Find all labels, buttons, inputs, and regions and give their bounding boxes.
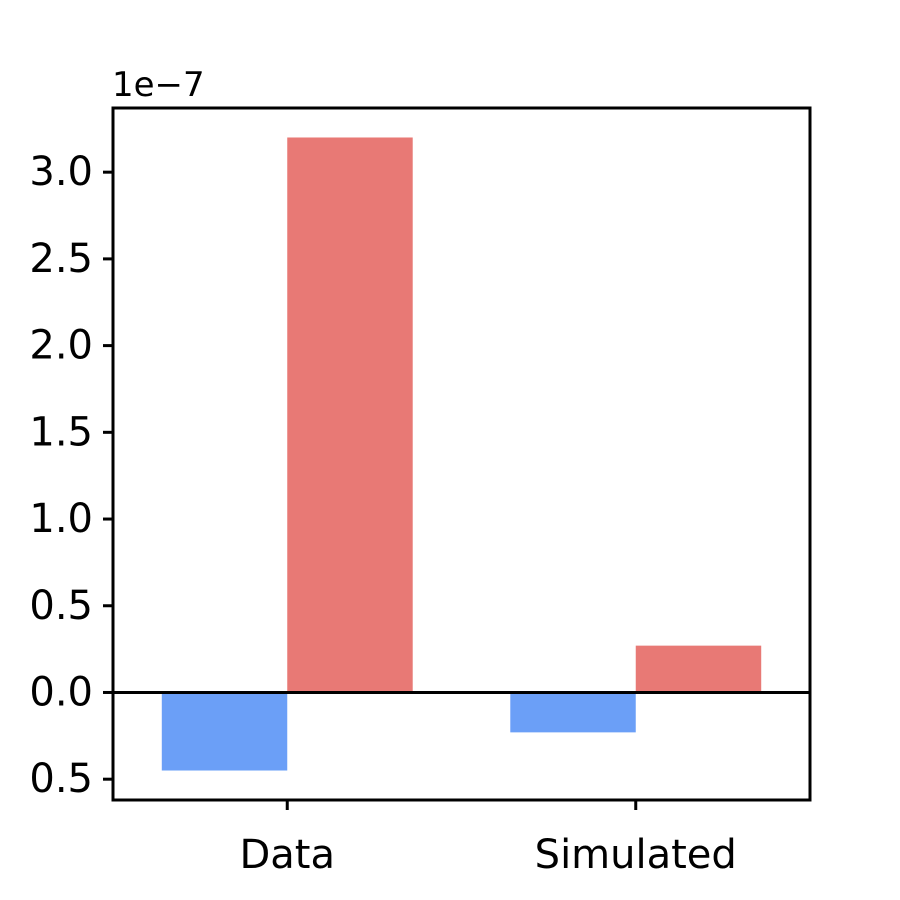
y-tick-label: 0.5 — [29, 756, 93, 802]
ticks-layer: 0.5 0.0 0.5 1.0 1.5 2.0 2.5 3.0 Data Simulated — [29, 149, 736, 878]
y-tick-label: 1.0 — [29, 496, 93, 542]
y-tick-label: 3.0 — [29, 149, 93, 195]
bars-layer — [161, 137, 762, 771]
axes-layer — [111, 106, 812, 802]
y-tick-label: 1.5 — [29, 409, 93, 455]
x-tick-label-data: Data — [239, 832, 335, 878]
bar-data-series-2 — [287, 137, 413, 693]
bar-simulated-series-2 — [635, 645, 762, 693]
bar-data-series-1 — [161, 692, 288, 771]
y-tick-label: 0.5 — [29, 583, 93, 629]
y-tick-label: 2.5 — [29, 236, 93, 282]
y-axis-offset-label: 1e−7 — [112, 65, 205, 105]
plot-frame — [111, 106, 812, 802]
y-tick-label: 2.0 — [29, 323, 93, 369]
x-tick-label-simulated: Simulated — [535, 832, 737, 878]
bar-simulated-series-1 — [510, 692, 636, 733]
y-tick-label: 0.0 — [29, 669, 93, 715]
